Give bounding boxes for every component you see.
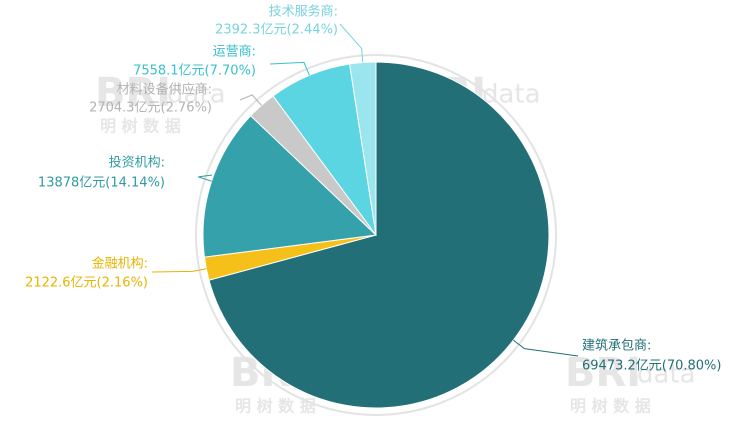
slice-name: 运营商: (213, 45, 256, 60)
pie-slice (208, 61, 550, 409)
pie-slice (202, 115, 378, 258)
watermark-suffix: data (637, 360, 696, 390)
leader-line (151, 268, 207, 273)
watermark-cn: 明 树 数 据 (235, 397, 316, 416)
slice-value-label: 2704.3亿元(2.76%) (89, 101, 212, 116)
slice-value-label: 2392.3亿元(2.44%) (215, 23, 338, 38)
slice-value-label: 13878亿元(14.14%) (38, 176, 165, 191)
leader-line (269, 61, 310, 76)
leader-line (198, 174, 213, 182)
slice-value-label: 7558.1亿元(7.70%) (133, 64, 256, 79)
slice-value-label: 2122.6亿元(2.16%) (25, 276, 148, 291)
watermark-suffix: data (167, 80, 226, 110)
slice-value-label: 69473.2亿元(70.80%) (582, 359, 721, 374)
watermark-brand: BRI (565, 350, 641, 396)
watermark-brand: BRI (95, 70, 171, 116)
slice-name: 技术服务商: (269, 4, 338, 20)
outer-ring (195, 54, 557, 416)
slice-name: 投资机构: (109, 155, 165, 171)
watermark-cn: 明 树 数 据 (100, 117, 181, 136)
slice-name: 金融机构: (92, 256, 148, 272)
slice-name: 建筑承包商: (582, 338, 651, 354)
watermark-cn: 明 树 数 据 (570, 397, 651, 416)
leader-line (339, 23, 364, 63)
leader-line (513, 339, 579, 357)
watermark-suffix: data (482, 80, 541, 110)
slice-name: 材料设备供应商: (117, 82, 212, 98)
leader-line (239, 94, 262, 106)
